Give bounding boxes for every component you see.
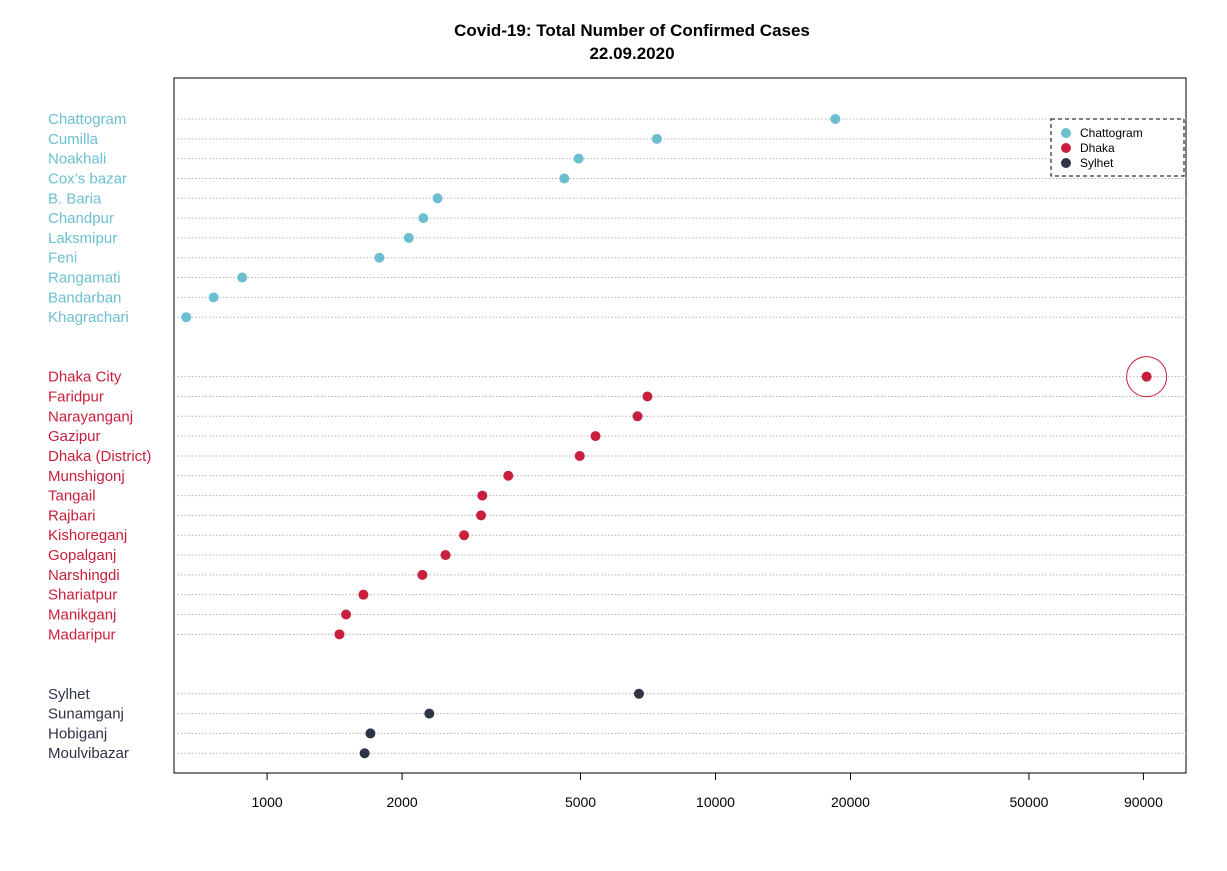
chart-subtitle: 22.09.2020 [589,44,674,63]
row-label-manikganj: Manikganj [48,607,116,624]
point-madaripur [334,629,345,640]
point-dhaka-city [1141,371,1152,382]
row-label-narayanganj: Narayanganj [48,408,133,425]
point-rajbari [476,510,487,521]
point-hobiganj [365,728,376,739]
row-label-narshingdi: Narshingdi [48,567,120,584]
point-gopalganj [440,550,451,561]
point-chandpur [418,213,429,224]
row-label-gopalganj: Gopalganj [48,547,116,564]
data-points [181,114,1168,759]
row-label-shariatpur: Shariatpur [48,587,117,604]
point-kishoreganj [459,530,470,541]
row-label-dhaka-city: Dhaka City [48,369,122,386]
legend-marker-chattogram [1061,128,1071,138]
row-label-bandarban: Bandarban [48,289,121,306]
point-sylhet [633,688,644,699]
point-rangamati [237,272,248,283]
row-label-kishoreganj: Kishoreganj [48,527,127,544]
row-label-madaripur: Madaripur [48,626,116,643]
x-axis: 1000 2000 5000 10000 20000 50000 90000 [252,773,1163,810]
point-munshigonj [503,470,514,481]
row-label-feni: Feni [48,250,77,267]
point-manikganj [341,609,352,620]
chart-title: Covid-19: Total Number of Confirmed Case… [454,21,810,40]
point-dhaka-district [574,450,585,461]
x-tick-label: 2000 [387,794,418,810]
point-cumilla [651,133,662,144]
x-tick-label: 1000 [252,794,283,810]
legend-label-sylhet: Sylhet [1080,156,1114,170]
row-label-hobiganj: Hobiganj [48,725,107,742]
row-label-laksmipur: Laksmipur [48,230,117,247]
row-label-munshigonj: Munshigonj [48,468,125,485]
legend-label-dhaka: Dhaka [1080,141,1115,155]
row-label-noakhali: Noakhali [48,151,106,168]
point-narshingdi [417,569,428,580]
point-tangail [477,490,488,501]
row-label-chattogram: Chattogram [48,111,126,128]
grid-lines [174,118,1186,754]
point-laksmipur [403,232,414,243]
row-label-cumilla: Cumilla [48,131,99,148]
point-chattogram [830,114,841,124]
row-label-b-baria: B. Baria [48,190,102,207]
x-tick-label: 50000 [1009,794,1048,810]
row-label-rangamati: Rangamati [48,270,121,287]
plot-frame [173,77,1187,774]
point-gazipur [590,431,601,442]
row-label-tangail: Tangail [48,488,96,505]
legend-marker-sylhet [1061,158,1071,168]
row-label-moulvibazar: Moulvibazar [48,745,129,762]
row-label-khagrachari: Khagrachari [48,309,129,326]
point-cox-s-bazar [559,173,570,184]
point-shariatpur [358,589,369,600]
row-label-chandpur: Chandpur [48,210,114,227]
point-bandarban [208,292,219,303]
row-label-gazipur: Gazipur [48,428,101,445]
point-khagrachari [181,312,192,323]
x-tick-label: 90000 [1124,794,1163,810]
highlight-ring [1126,356,1168,398]
point-moulvibazar [359,748,370,759]
point-faridpur [642,391,653,402]
legend-label-chattogram: Chattogram [1080,126,1143,140]
point-narayanganj [632,411,643,422]
row-label-rajbari: Rajbari [48,507,96,524]
x-tick-label: 10000 [696,794,735,810]
point-noakhali [573,153,584,164]
point-feni [374,252,385,263]
row-labels: Chattogram Cumilla Noakhali Cox’s bazar B. B… [48,111,151,762]
legend-marker-dhaka [1061,143,1071,153]
row-label-sunamganj: Sunamganj [48,706,124,723]
x-tick-label: 5000 [565,794,596,810]
point-b-baria [432,193,443,204]
row-label-cox-s-bazar: Cox’s bazar [48,170,127,187]
point-sunamganj [424,708,435,719]
legend-box [1050,118,1185,177]
row-label-sylhet: Sylhet [48,686,91,703]
x-tick-label: 20000 [831,794,870,810]
row-label-dhaka-district: Dhaka (District) [48,448,151,465]
row-label-faridpur: Faridpur [48,388,104,405]
